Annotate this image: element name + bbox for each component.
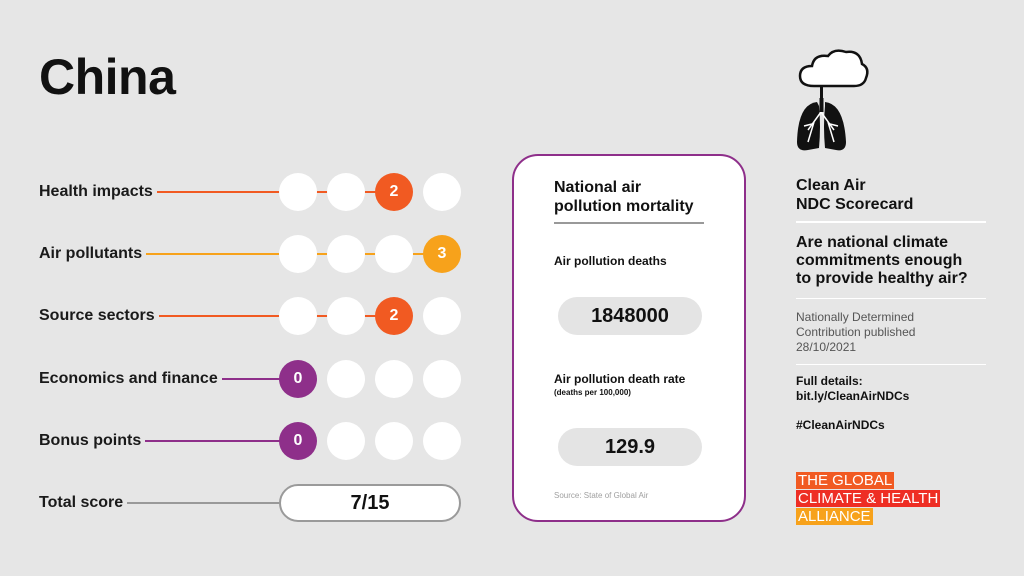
score-circle-empty (423, 422, 461, 460)
score-circle-empty (327, 173, 365, 211)
country-title: China (39, 49, 176, 105)
category-row: Health impacts (39, 173, 394, 211)
rate-value: 129.9 (558, 428, 702, 466)
score-circle-empty (423, 173, 461, 211)
mortality-card: National air pollution mortality Air pol… (512, 154, 746, 522)
score-circle-empty (423, 360, 461, 398)
score-circle-empty (279, 173, 317, 211)
category-row: Bonus points (39, 422, 298, 460)
connector-line (156, 191, 394, 193)
question: Are national climate commitments enough … (796, 234, 968, 287)
score-circle-empty (375, 360, 413, 398)
total-label: Total score (39, 494, 124, 511)
score-circle-empty (375, 235, 413, 273)
score-circles: 0 (279, 422, 461, 460)
scorecard-heading: Clean Air NDC Scorecard (796, 176, 986, 214)
ndc-info: Nationally Determined Contribution publi… (796, 310, 986, 355)
ndc-line-2: Contribution published (796, 325, 916, 339)
heading-line-1: Clean Air (796, 177, 866, 194)
hashtag: #CleanAirNDCs (796, 418, 885, 432)
logo-line-2: CLIMATE & HEALTH (796, 490, 941, 507)
category-label: Economics and finance (39, 370, 218, 387)
card-title: National air pollution mortality (554, 178, 704, 224)
connector-line (158, 315, 394, 317)
score-circles: 2 (279, 173, 461, 211)
details: Full details: bit.ly/CleanAirNDCs #Clean… (796, 374, 986, 433)
score-circle-empty (327, 235, 365, 273)
divider (796, 298, 986, 299)
score-circle-empty (327, 360, 365, 398)
connector-line (127, 502, 281, 504)
heading-line-2: NDC Scorecard (796, 196, 914, 213)
divider (796, 221, 986, 223)
category-row: Source sectors (39, 297, 394, 335)
score-circle-empty (279, 297, 317, 335)
ndc-date: 28/10/2021 (796, 340, 857, 354)
ndc-line-1: Nationally Determined (796, 310, 915, 324)
score-circle-filled: 0 (279, 360, 317, 398)
cloud-lungs-icon (797, 49, 869, 151)
logo-line-3: ALLIANCE (796, 508, 873, 525)
score-circle-empty (327, 297, 365, 335)
score-circle-empty (327, 422, 365, 460)
score-circle-empty (375, 422, 413, 460)
divider (796, 364, 986, 365)
score-circles: 0 (279, 360, 461, 398)
rate-unit: (deaths per 100,000) (554, 388, 631, 397)
total-score: 7/15 (279, 484, 461, 522)
category-label: Health impacts (39, 183, 153, 200)
category-label: Source sectors (39, 307, 155, 324)
score-circles: 3 (279, 235, 461, 273)
score-circles: 2 (279, 297, 461, 335)
source-note: Source: State of Global Air (554, 491, 649, 500)
total-row: Total score (39, 484, 281, 522)
gcha-logo: THE GLOBAL CLIMATE & HEALTH ALLIANCE (796, 472, 941, 526)
category-label: Air pollutants (39, 245, 143, 262)
score-circle-empty (279, 235, 317, 273)
category-label: Bonus points (39, 432, 142, 449)
deaths-value: 1848000 (558, 297, 702, 335)
rate-label: Air pollution death rate (554, 372, 686, 386)
details-label: Full details: (796, 374, 863, 388)
logo-line-1: THE GLOBAL (796, 472, 895, 489)
connector-line (145, 440, 298, 442)
deaths-label: Air pollution deaths (554, 254, 667, 268)
score-circle-filled: 3 (423, 235, 461, 273)
score-circle-filled: 2 (375, 173, 413, 211)
category-row: Economics and finance (39, 360, 298, 398)
connector-line (221, 378, 298, 380)
score-circle-filled: 0 (279, 422, 317, 460)
details-link[interactable]: bit.ly/CleanAirNDCs (796, 389, 910, 403)
score-circle-empty (423, 297, 461, 335)
score-circle-filled: 2 (375, 297, 413, 335)
